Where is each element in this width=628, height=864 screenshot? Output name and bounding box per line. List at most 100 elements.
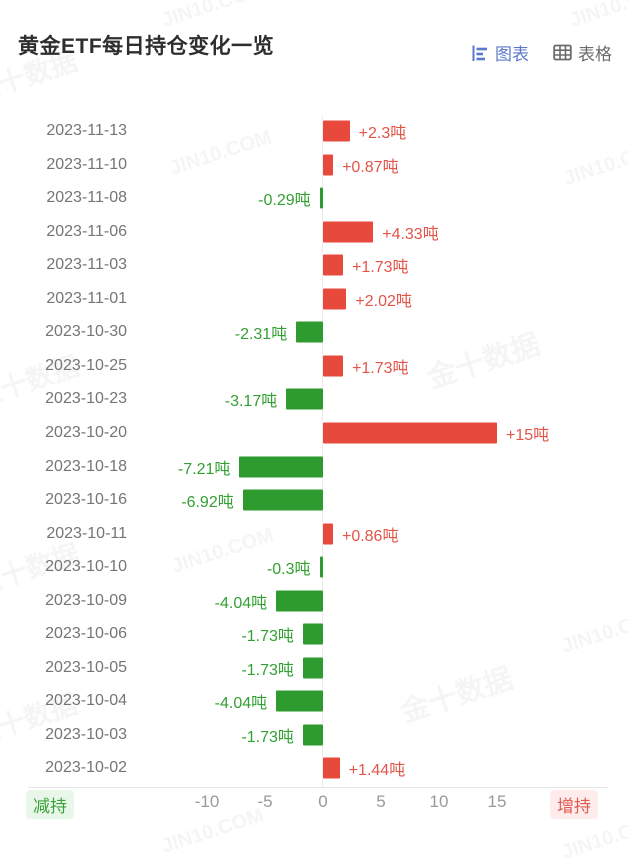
date-label: 2023-10-11 — [46, 524, 127, 542]
jin10-watermark: JIN10.COM — [159, 0, 267, 32]
chart-row: 2023-10-05 -1.73吨 — [0, 651, 628, 685]
value-label: +0.87吨 — [342, 158, 399, 176]
date-label: 2023-10-25 — [45, 356, 127, 374]
increase-bar[interactable] — [323, 757, 340, 779]
table-view-button[interactable]: 表格 — [553, 40, 612, 65]
decrease-bar[interactable] — [239, 456, 323, 477]
date-label: 2023-10-10 — [45, 558, 127, 576]
chart-row: 2023-11-03 +1.73吨 — [0, 248, 628, 282]
value-label: +2.3吨 — [358, 125, 407, 142]
value-label: +2.02吨 — [355, 292, 412, 310]
x-tick-label: -10 — [194, 792, 220, 811]
bar-chart-icon — [471, 44, 489, 62]
value-label: +1.73吨 — [352, 359, 409, 377]
chart-view-label: 图表 — [495, 45, 529, 64]
date-label: 2023-10-02 — [45, 759, 127, 777]
value-label: -1.73吨 — [241, 661, 294, 679]
chart-row: 2023-10-20 +15吨 — [0, 416, 628, 450]
chart-row: 2023-11-13 +2.3吨 — [0, 114, 628, 148]
legend-increase-badge: 增持 — [550, 790, 598, 819]
increase-bar[interactable] — [323, 422, 497, 444]
x-tick-label: 5 — [376, 792, 386, 811]
x-tick-label: 15 — [487, 792, 507, 811]
decrease-bar[interactable] — [302, 657, 323, 679]
page-title: 黄金ETF每日持仓变化一览 — [18, 35, 275, 58]
value-label: -7.21吨 — [177, 460, 231, 478]
value-label: +1.44吨 — [348, 762, 406, 780]
value-label: +4.33吨 — [382, 225, 439, 243]
chart-row: 2023-11-08 -0.29吨 — [0, 181, 628, 215]
chart-row: 2023-11-10 +0.87吨 — [0, 148, 628, 182]
value-label: +15吨 — [506, 426, 550, 444]
increase-bar[interactable] — [323, 154, 334, 176]
legend-decrease-badge: 减持 — [26, 790, 74, 819]
value-label: -1.73吨 — [241, 628, 294, 646]
decrease-bar[interactable] — [286, 388, 323, 410]
date-label: 2023-10-23 — [45, 390, 127, 408]
decrease-bar[interactable] — [302, 623, 323, 645]
x-tick-label: -5 — [257, 792, 273, 811]
value-label: -4.04吨 — [214, 695, 268, 713]
date-label: 2023-10-09 — [45, 591, 127, 609]
chart-row: 2023-10-30 -2.31吨 — [0, 315, 628, 349]
x-axis-line — [28, 787, 608, 788]
date-label: 2023-10-05 — [45, 658, 127, 676]
chart-row: 2023-10-18 -7.21吨 — [0, 450, 628, 484]
value-label: -2.31吨 — [234, 326, 288, 344]
chart-row: 2023-10-10 -0.3吨 — [0, 550, 628, 584]
view-toggle: 图表 表格 — [471, 40, 612, 65]
table-icon — [553, 44, 572, 61]
value-label: -0.29吨 — [258, 192, 311, 210]
date-label: 2023-11-03 — [46, 256, 127, 274]
decrease-bar[interactable] — [276, 590, 323, 612]
chart-view-button[interactable]: 图表 — [471, 40, 529, 65]
date-label: 2023-11-08 — [46, 189, 127, 207]
decrease-bar[interactable] — [276, 690, 323, 712]
date-label: 2023-11-01 — [46, 289, 127, 307]
date-label: 2023-10-03 — [45, 725, 127, 743]
decrease-bar[interactable] — [319, 556, 323, 578]
date-label: 2023-10-30 — [45, 323, 127, 341]
jin10-watermark: JIN10.COM — [159, 804, 267, 858]
decrease-bar[interactable] — [296, 321, 323, 343]
decrease-bar[interactable] — [319, 187, 323, 209]
increase-bar[interactable] — [323, 288, 347, 310]
decrease-bar[interactable] — [242, 489, 323, 511]
value-label: -6.92吨 — [181, 494, 234, 512]
value-label: -3.17吨 — [224, 393, 278, 411]
date-label: 2023-10-16 — [45, 491, 127, 509]
chart-row: 2023-10-11 +0.86吨 — [0, 517, 628, 551]
jin10-watermark: JIN10.COM — [567, 0, 628, 32]
chart-row: 2023-11-06 +4.33吨 — [0, 215, 628, 249]
date-label: 2023-11-06 — [46, 222, 127, 240]
chart-row: 2023-10-06 -1.73吨 — [0, 617, 628, 651]
x-tick-label: 0 — [318, 792, 328, 811]
decrease-bar[interactable] — [302, 724, 323, 746]
value-label: -0.3吨 — [266, 561, 311, 579]
chart-row: 2023-10-16 -6.92吨 — [0, 483, 628, 517]
increase-bar[interactable] — [323, 221, 374, 243]
chart-row: 2023-10-25 +1.73吨 — [0, 349, 628, 383]
increase-bar[interactable] — [323, 254, 344, 276]
chart-row: 2023-10-09 -4.04吨 — [0, 584, 628, 618]
date-label: 2023-11-10 — [46, 155, 127, 173]
increase-bar[interactable] — [323, 120, 350, 142]
zero-axis-line — [322, 116, 323, 787]
date-label: 2023-10-20 — [45, 423, 127, 441]
value-label: -4.04吨 — [214, 594, 268, 612]
chart-row: 2023-10-02 +1.44吨 — [0, 751, 628, 785]
increase-bar[interactable] — [323, 355, 344, 377]
chart-row: 2023-10-03 -1.73吨 — [0, 718, 628, 752]
table-view-label: 表格 — [578, 45, 612, 64]
value-label: +1.73吨 — [352, 259, 409, 277]
chart-row: 2023-11-01 +2.02吨 — [0, 282, 628, 316]
date-label: 2023-10-06 — [45, 625, 127, 643]
chart-row: 2023-10-23 -3.17吨 — [0, 382, 628, 416]
value-label: +0.86吨 — [341, 527, 399, 545]
value-label: -1.73吨 — [241, 728, 294, 746]
chart-row: 2023-10-04 -4.04吨 — [0, 684, 628, 718]
increase-bar[interactable] — [323, 523, 333, 545]
x-tick-label: 10 — [429, 792, 449, 811]
date-label: 2023-10-04 — [45, 692, 127, 710]
